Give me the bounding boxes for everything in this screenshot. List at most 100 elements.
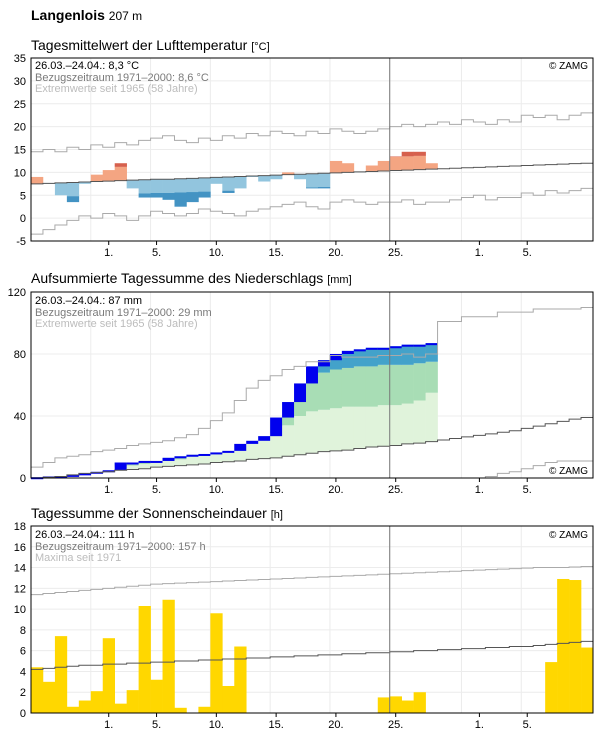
temperature-bar (294, 174, 307, 180)
sunshine-max-line (31, 566, 593, 596)
precipitation-y-tick-label: 120 (8, 287, 26, 299)
temperature-bar-extreme (162, 192, 175, 200)
precipitation-bar (317, 360, 331, 367)
sunshine-x-tick-label: 1. (104, 719, 113, 729)
precipitation-max-line (31, 307, 593, 468)
sunshine-bar (90, 691, 104, 713)
temperature-info: 26.03.–24.04.: 8,3 °C Bezugszeitraum 197… (35, 60, 209, 96)
sunshine-copyright: © ZAMG (549, 530, 589, 541)
precipitation-band-mid (329, 369, 343, 409)
temperature-bar (222, 176, 235, 191)
sunshine-bar (234, 646, 247, 713)
precipitation-band-low (341, 406, 355, 451)
temperature-bar-extreme (174, 192, 187, 207)
precipitation-bar (413, 344, 426, 347)
temperature-bar (258, 175, 271, 182)
precipitation-band-low (270, 433, 283, 458)
sunshine-bar (198, 706, 211, 713)
temperature-bar (317, 173, 331, 188)
temperature-unit: [°C] (251, 41, 270, 53)
sunshine-bar (31, 667, 44, 713)
precipitation-bar (365, 347, 379, 350)
sunshine-info-extremes: Maxima seit 1971 (35, 552, 122, 564)
precipitation-band-high (413, 344, 426, 364)
sunshine-bar (162, 599, 175, 713)
temperature-y-tick-label: 15 (14, 145, 26, 157)
precipitation-band-mid (174, 457, 187, 460)
sunshine-y-tick-label: 10 (14, 604, 26, 616)
sunshine-bar (210, 613, 223, 713)
temperature-x-tick-label: 20. (328, 247, 343, 259)
temperature-bar (270, 175, 283, 180)
temperature-x-tick-label: 5. (523, 247, 532, 259)
precipitation-band-mid (401, 364, 414, 404)
temperature-bar-extreme (198, 191, 211, 198)
temperature-bar-extreme (222, 190, 235, 193)
station-elevation: 207 m (108, 9, 143, 23)
temperature-bar-extreme (317, 187, 331, 189)
precipitation-band-high (425, 343, 438, 362)
temperature-info-extremes: Extremwerte seit 1965 (58 Jahre) (35, 83, 198, 95)
precipitation-band-low (425, 392, 438, 442)
temperature-x-tick-label: 15. (268, 247, 283, 259)
precipitation-bar (126, 462, 139, 465)
temperature-bar (377, 160, 391, 172)
sunshine-bar (42, 681, 56, 713)
sunshine-bar (150, 679, 163, 713)
sunshine-x-tick-label: 20. (328, 719, 343, 729)
precipitation-bar (174, 456, 187, 459)
precipitation-band-mid (425, 361, 438, 393)
precipitation-y-tick-label: 40 (14, 411, 26, 423)
temperature-bar-extreme (401, 151, 414, 157)
sunshine-bar (222, 685, 235, 713)
temperature-x-tick-label: 10. (209, 247, 224, 259)
temperature-bar (341, 163, 355, 173)
sunshine-info: 26.03.–24.04.: 111 h Bezugszeitraum 1971… (35, 529, 206, 565)
precipitation-reference-line (31, 417, 593, 479)
precipitation-bar (162, 457, 175, 461)
temperature-y-tick-label: 35 (14, 53, 26, 65)
temperature-bar (174, 178, 187, 193)
temperature-plot: 35 30 25 20 15 10 5 0 -5 1. 5. 10. 15. 20. 25. 1. 5. (14, 53, 594, 259)
sunshine-y-tick-label: 14 (14, 563, 26, 575)
precipitation-bar (138, 460, 151, 463)
precipitation-bar (329, 354, 343, 361)
station-header: Langenlois 207 m (31, 7, 142, 23)
temperature-bar (401, 156, 414, 171)
sunshine-bar (557, 578, 570, 713)
sunshine-y-tick-label: 12 (14, 583, 26, 595)
temperature-info-reference: Bezugszeitraum 1971–2000: 8,6 °C (35, 71, 209, 84)
precipitation-bar (282, 402, 295, 418)
sunshine-bar (102, 638, 116, 713)
precipitation-frame (30, 291, 594, 479)
temperature-bar-extreme (66, 196, 80, 203)
temperature-bar (66, 182, 80, 197)
temperature-min-line (31, 187, 593, 235)
precipitation-band-high (341, 350, 355, 368)
precipitation-bar (294, 383, 307, 403)
temperature-y-tick-label: 25 (14, 99, 26, 111)
precipitation-bar (377, 347, 391, 350)
sunshine-bar (54, 636, 68, 713)
precipitation-band-low (365, 406, 379, 447)
temperature-x-tick-label: 25. (388, 247, 403, 259)
precipitation-info-reference: Bezugszeitraum 1971–2000: 29 mm (35, 306, 212, 319)
sunshine-x-tick-label: 5. (523, 719, 532, 729)
sunshine-info-reference: Bezugszeitraum 1971–2000: 157 h (35, 540, 206, 553)
precipitation-bar (341, 350, 355, 354)
precipitation-unit: [mm] (327, 274, 352, 286)
temperature-y-tick-label: -5 (16, 236, 26, 248)
sunshine-y-tick-label: 18 (14, 521, 26, 533)
precipitation-bar (66, 474, 80, 477)
precipitation-band-low (413, 400, 426, 444)
sunshine-bar (78, 700, 92, 713)
precipitation-band-low (174, 459, 187, 466)
temperature-bar (198, 177, 211, 192)
precipitation-bar (246, 440, 259, 444)
precipitation-band-mid (317, 372, 331, 410)
precipitation-plot: 120 80 40 0 1. 5. 10. 15. 20. 25. 1. 5. (8, 287, 594, 496)
temperature-copyright: © ZAMG (549, 61, 589, 72)
precipitation-band-low (210, 452, 223, 463)
temperature-y-tick-label: 10 (14, 167, 26, 179)
